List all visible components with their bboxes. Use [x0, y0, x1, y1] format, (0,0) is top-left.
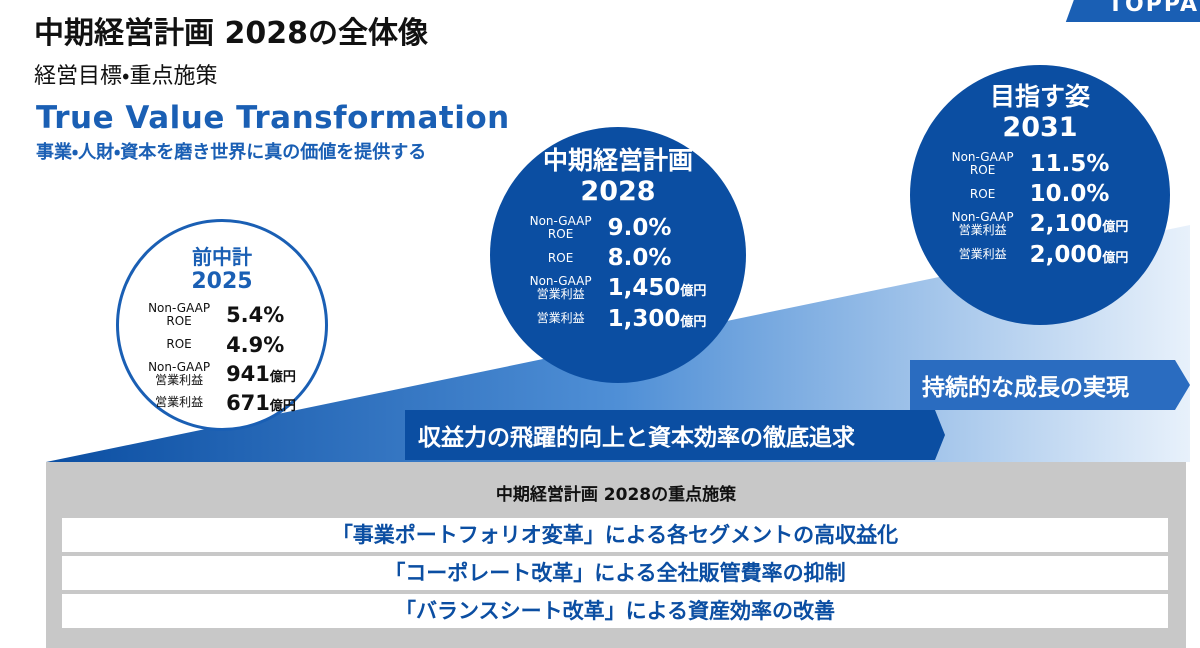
metric-label-line: ROE	[547, 226, 574, 241]
metric-label-line: Non-GAAP	[951, 149, 1014, 164]
arrow-label: 収益力の飛躍的向上と資本効率の徹底追求	[418, 425, 855, 451]
metric-value: 2,000億円	[1030, 242, 1129, 268]
metric-label: ROE	[148, 337, 210, 352]
metric-label-line: ROE	[969, 162, 996, 177]
circle-label: 前中計	[192, 245, 252, 269]
metric-label: Non-GAAP 営業利益	[951, 210, 1014, 238]
metric-label-line: Non-GAAP	[951, 210, 1014, 225]
target-circle: 前中計 2025 Non-GAAP ROE 5.4% ROE 4.9% Non-GAAP 営業利…	[116, 219, 328, 431]
metric-label-line: ROE	[547, 250, 574, 265]
metric-number: 671	[226, 391, 270, 416]
circle-label: 中期経営計画	[542, 146, 693, 175]
focus-item: 「事業ポートフォリオ変革」による各セグメントの高収益化	[62, 518, 1168, 552]
metric-label-line: 営業利益	[958, 223, 1007, 238]
metric-value: 10.0%	[1030, 181, 1129, 207]
metric-label-line: 営業利益	[536, 310, 585, 325]
metric-label: Non-GAAP 営業利益	[529, 274, 592, 302]
circle-year: 2031	[1002, 111, 1078, 143]
metric-value: 941億円	[226, 362, 296, 386]
metric-label-line: 営業利益	[536, 287, 585, 302]
metric-label-line: ROE	[969, 186, 996, 201]
metric-number: 8.0%	[607, 245, 672, 272]
circle-label: 目指す姿	[989, 82, 1090, 111]
metric-number: 941	[226, 361, 270, 386]
metric-unit: 億円	[680, 284, 707, 300]
metric-value: 9.0%	[608, 215, 707, 241]
metric-label: 営業利益	[952, 246, 1014, 261]
metric-label: Non-GAAP ROE	[148, 301, 211, 329]
metric-label-line: 営業利益	[155, 395, 204, 410]
metric-label: Non-GAAP ROE	[529, 213, 592, 241]
metric-number: 2,100	[1029, 211, 1103, 238]
tagline: 事業・人財・資本を磨き世界に真の価値を提供する	[36, 142, 427, 163]
metric-value: 2,100億円	[1030, 211, 1129, 237]
metric-unit: 億円	[1102, 220, 1129, 236]
title: 中期経営計画 2028の全体像	[34, 16, 428, 51]
metric-label: ROE	[952, 186, 1014, 201]
metric-unit: 億円	[1102, 250, 1129, 266]
metric-label: Non-GAAP ROE	[951, 149, 1014, 177]
metric-number: 9.0%	[607, 214, 672, 241]
metrics: Non-GAAP ROE 9.0% ROE 8.0% Non-GAAP 営業利益 1,450億…	[529, 213, 707, 332]
metric-label-line: ROE	[166, 314, 192, 329]
metric-label-line: 営業利益	[155, 372, 204, 387]
metric-value: 11.5%	[1030, 151, 1129, 177]
metric-number: 5.4%	[226, 303, 285, 328]
metric-unit: 億円	[269, 369, 296, 385]
metric-value: 5.4%	[226, 303, 296, 327]
metric-label-line: Non-GAAP	[529, 213, 592, 228]
metric-number: 1,300	[607, 305, 681, 332]
metric-number: 4.9%	[226, 332, 285, 357]
metric-label-line: Non-GAAP	[529, 274, 592, 289]
metric-value: 8.0%	[608, 245, 707, 271]
arrow-shape	[910, 360, 1190, 410]
metric-number: 10.0%	[1029, 181, 1110, 208]
focus-title: 中期経営計画 2028の重点施策	[495, 485, 737, 505]
metrics: Non-GAAP ROE 11.5% ROE 10.0% Non-GAAP 営業利益 2,10…	[951, 149, 1129, 268]
metric-number: 2,000	[1029, 241, 1103, 268]
metric-value: 671億円	[226, 391, 296, 415]
circle-year: 2025	[191, 269, 253, 294]
metric-label-line: 営業利益	[958, 246, 1007, 261]
metrics: Non-GAAP ROE 5.4% ROE 4.9% Non-GAAP 営業利益 941億円営…	[148, 302, 296, 415]
focus-item: 「コーポレート改革」による全社販管費率の抑制	[62, 556, 1168, 590]
subtitle: 経営目標・重点施策	[34, 64, 218, 89]
arrow-label: 持続的な成長の実現	[922, 375, 1129, 401]
target-circle: 目指す姿 2031 Non-GAAP ROE 11.5% ROE 10.0% Non-GAAP…	[910, 65, 1170, 325]
metric-label-line: Non-GAAP	[148, 359, 211, 374]
metric-unit: 億円	[680, 314, 707, 330]
metric-value: 1,300億円	[608, 306, 707, 332]
slogan: True Value Transformation	[36, 100, 510, 136]
metric-label: 営業利益	[148, 396, 210, 409]
metric-unit: 億円	[269, 399, 296, 415]
metric-value: 4.9%	[226, 333, 296, 357]
metric-label: ROE	[530, 250, 592, 265]
metric-label-line: ROE	[166, 337, 192, 352]
focus-item: 「バランスシート改革」による資産効率の改善	[62, 594, 1168, 628]
metric-number: 11.5%	[1029, 150, 1110, 177]
metric-label-line: Non-GAAP	[148, 301, 211, 316]
logo: TOPPAN	[1108, 0, 1200, 17]
target-circle: 中期経営計画 2028 Non-GAAP ROE 9.0% ROE 8.0% Non-GAAP…	[490, 127, 746, 383]
metric-value: 1,450億円	[608, 275, 707, 301]
metric-label: Non-GAAP 営業利益	[148, 359, 211, 387]
metric-number: 1,450	[607, 275, 681, 302]
metric-label: 営業利益	[530, 310, 592, 325]
circle-year: 2028	[580, 175, 656, 207]
arrow-shape	[405, 410, 945, 460]
